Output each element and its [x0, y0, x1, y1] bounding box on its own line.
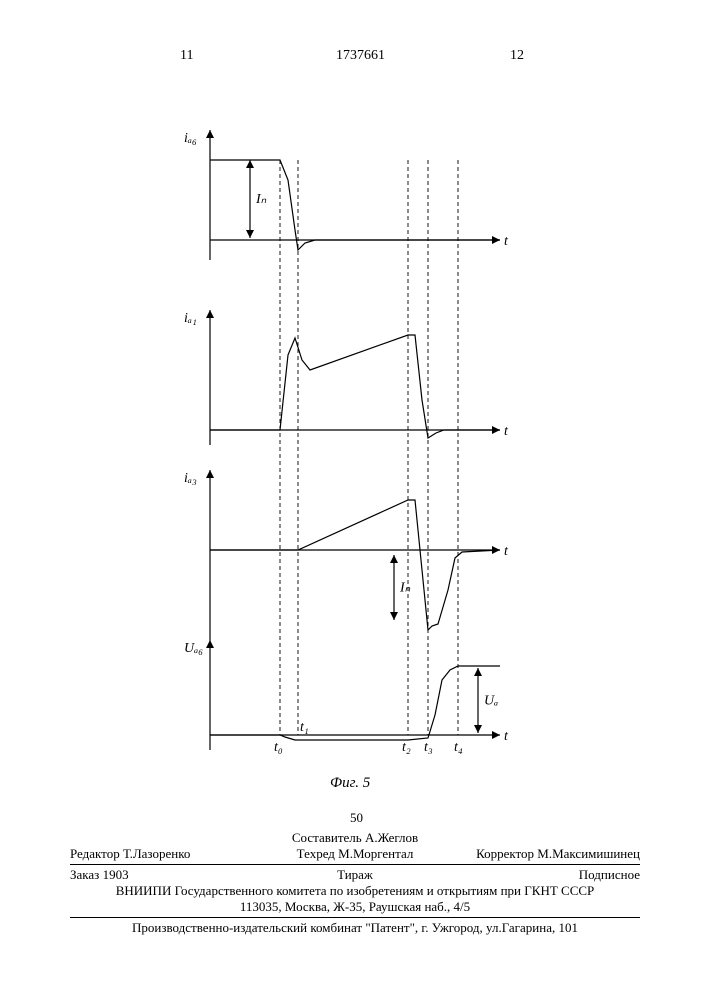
org-line-1: ВНИИПИ Государственного комитета по изоб…	[70, 883, 640, 899]
page-num-left: 11	[180, 48, 193, 64]
svg-text:Uₐ: Uₐ	[484, 694, 498, 709]
order-num: 1903	[103, 867, 129, 882]
order-row: Заказ 1903 Тираж Подписное	[70, 867, 640, 883]
svg-text:Uₐ₆: Uₐ₆	[184, 641, 203, 656]
svg-text:Iₙ: Iₙ	[399, 581, 411, 596]
corrector-cell: Корректор М.Максимишинец	[450, 846, 640, 862]
addr-line-1: 113035, Москва, Ж-35, Раушская наб., 4/5	[70, 899, 640, 915]
org-line-2: Производственно-издательский комбинат "П…	[70, 920, 640, 936]
svg-text:iₐ₃: iₐ₃	[184, 471, 197, 486]
svg-text:t₂: t₂	[402, 740, 411, 755]
svg-text:t: t	[504, 544, 509, 559]
editor-name: Т.Лазоренко	[123, 846, 190, 861]
svg-text:Iₙ: Iₙ	[255, 192, 267, 207]
svg-text:t₄: t₄	[454, 740, 463, 755]
order-label: Заказ	[70, 867, 99, 882]
svg-text:t₃: t₃	[424, 740, 433, 755]
editor-cell: Редактор Т.Лазоренко	[70, 846, 260, 862]
svg-text:iₐ₁: iₐ₁	[184, 311, 197, 326]
tech-cell: Техред М.Моргентал	[260, 846, 450, 862]
svg-text:iₐ₆: iₐ₆	[184, 131, 197, 146]
svg-text:t₁: t₁	[300, 720, 309, 735]
imprint-footer: Составитель А.Жеглов Редактор Т.Лазоренк…	[70, 830, 640, 936]
tirazh-cell: Тираж	[260, 867, 450, 883]
page-bottom-number: 50	[350, 810, 363, 826]
timing-diagram: t iₐ₆ Iₙ t iₐ₁ t iₐ₃ Iₙ t Uₐ₆ Uₐ t₀ t₁ t₂ t₃ t₄	[180, 120, 520, 775]
credits-row: Редактор Т.Лазоренко Техред М.Моргентал …	[70, 846, 640, 862]
corrector-name: М.Максимишинец	[537, 846, 640, 861]
editor-label: Редактор	[70, 846, 120, 861]
subscription-cell: Подписное	[450, 867, 640, 883]
svg-text:t: t	[504, 234, 509, 249]
svg-text:t: t	[504, 729, 509, 744]
corrector-label: Корректор	[476, 846, 534, 861]
svg-text:t₀: t₀	[274, 740, 283, 755]
divider-2	[70, 917, 640, 918]
svg-text:t: t	[504, 424, 509, 439]
tech-label: Техред	[297, 846, 335, 861]
divider	[70, 864, 640, 865]
order-cell: Заказ 1903	[70, 867, 260, 883]
compiler-line: Составитель А.Жеглов	[70, 830, 640, 846]
figure-caption: Фиг. 5	[330, 775, 370, 792]
page-num-right: 12	[510, 48, 524, 64]
patent-number: 1737661	[336, 48, 385, 64]
tech-name: М.Моргентал	[338, 846, 413, 861]
